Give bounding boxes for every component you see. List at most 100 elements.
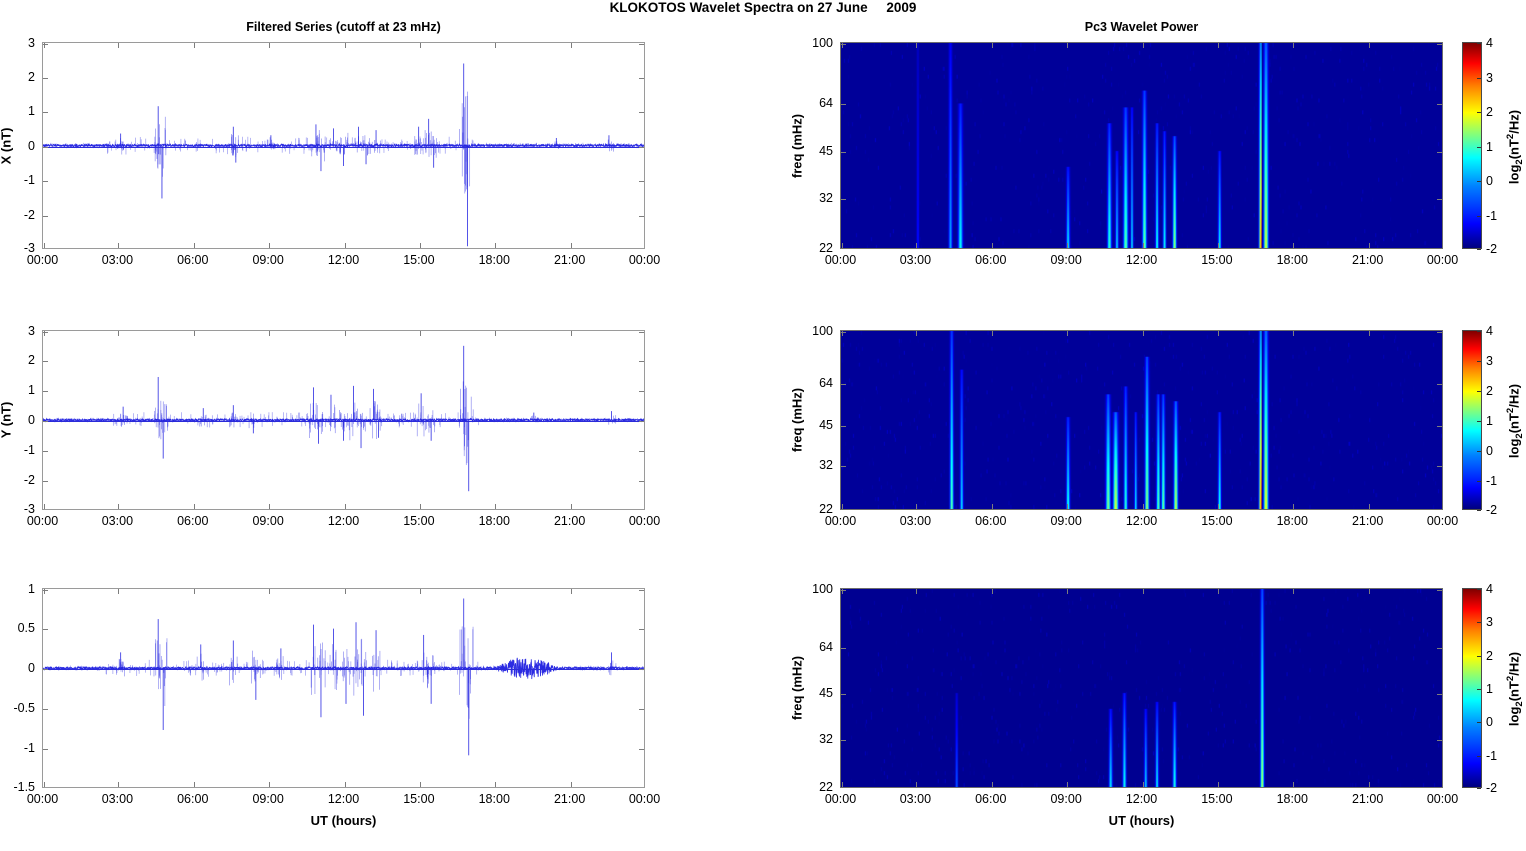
yaxis-title: freq (mHz)	[789, 387, 805, 453]
x-tick-mark	[1142, 331, 1144, 336]
x-tick-mark	[43, 589, 45, 594]
x-tick-mark	[1368, 43, 1370, 48]
y-tick-label: 32	[819, 190, 833, 205]
x-tick-label: 09:00	[1050, 253, 1082, 267]
y-tick-label: 100	[812, 582, 833, 596]
x-tick-label: 03:00	[899, 253, 932, 267]
x-tick-mark	[1217, 589, 1219, 594]
y-tick-label: 22	[819, 502, 833, 516]
y-tick-label: 3	[28, 324, 35, 338]
y-tick-mark	[639, 629, 644, 630]
x-tick-mark	[570, 331, 572, 336]
x-tick-mark	[1293, 331, 1295, 336]
colorbar-tick-mark	[1477, 77, 1481, 79]
y-tick-label: 1	[28, 582, 35, 596]
x-tick-mark	[118, 589, 120, 594]
x-tick-mark	[570, 782, 572, 787]
colorbar-tick-mark	[1477, 481, 1481, 482]
y-tick-mark	[43, 590, 48, 591]
colorbar-tick-mark	[1477, 181, 1481, 182]
x-tick-label: 18:00	[478, 253, 510, 267]
y-tick-mark	[43, 215, 48, 217]
y-tick-mark	[639, 215, 644, 217]
yaxis-title: Y (nT)	[0, 401, 14, 439]
y-tick-mark	[639, 361, 644, 362]
y-tick-label: 45	[819, 144, 833, 159]
colorbar-tick-label: 4	[1486, 324, 1493, 338]
y-tick-mark	[1437, 104, 1442, 105]
colorbar-tick-mark	[1477, 689, 1481, 690]
x-tick-mark	[344, 782, 346, 787]
colorbar-tick-mark	[1477, 510, 1481, 511]
x-tick-mark	[841, 504, 843, 509]
x-tick-label: 18:00	[1276, 253, 1308, 267]
x-tick-mark	[1142, 589, 1144, 594]
y-tick-label: -1	[23, 443, 35, 457]
y-tick-label: 45	[819, 417, 833, 432]
y-tick-mark	[1437, 152, 1442, 154]
panel-y-spectrogram: 00:00 03:00 06:00 09:00 12:00 15:00 18:00 21:00…	[790, 324, 1459, 528]
colorbar-tick-label: 4	[1486, 36, 1493, 50]
y-tick-mark	[841, 152, 846, 154]
y-tick-mark	[841, 104, 846, 105]
y-tick-mark	[639, 709, 644, 710]
x-tick-mark	[118, 331, 120, 336]
x-tick-label: 06:00	[975, 792, 1007, 806]
x-tick-mark	[344, 43, 346, 48]
x-tick-mark	[991, 43, 993, 48]
x-tick-mark	[1293, 504, 1295, 509]
x-tick-label: 21:00	[553, 514, 586, 528]
y-tick-mark	[43, 629, 48, 630]
colorbar-tick-label: 3	[1486, 70, 1493, 85]
x-tick-mark	[1142, 782, 1144, 787]
x-tick-label: 06:00	[975, 514, 1007, 528]
x-tick-label: 18:00	[478, 792, 510, 806]
xaxis-title-left: UT (hours)	[310, 813, 377, 828]
panel-z-timeseries: UT (hours) 00:00 03:00 06:00 09:00 12:00 15:0…	[13, 582, 660, 828]
x-tick-mark	[1368, 243, 1370, 248]
x-tick-mark	[495, 782, 497, 787]
colorbar-tick-label: 1	[1486, 139, 1493, 154]
x-tick-label: 18:00	[1276, 514, 1308, 528]
timeseries-trace	[43, 345, 644, 492]
x-tick-mark	[1067, 43, 1069, 48]
x-tick-mark	[269, 331, 271, 336]
x-tick-label: 12:00	[327, 253, 360, 267]
x-tick-label: 03:00	[899, 514, 932, 528]
x-tick-mark	[43, 504, 45, 509]
panel-z-spectrogram: UT (hours) 00:00 03:00 06:00 09:00 12:00 15:0…	[790, 582, 1459, 828]
y-tick-label: 0	[28, 138, 35, 153]
y-tick-mark	[639, 77, 644, 79]
x-tick-mark	[916, 589, 918, 594]
colorbar-title: log2(nT2/Hz)	[1505, 651, 1525, 727]
y-tick-mark	[841, 694, 846, 696]
y-tick-label: -0.5	[13, 701, 35, 715]
x-tick-mark	[118, 504, 120, 509]
x-tick-mark	[1368, 589, 1370, 594]
y-tick-label: 64	[819, 376, 833, 391]
x-tick-mark	[570, 43, 572, 48]
x-tick-label: 00:00	[824, 514, 857, 528]
x-tick-mark	[495, 504, 497, 509]
x-tick-mark	[916, 243, 918, 248]
y-tick-mark	[841, 384, 846, 386]
y-tick-label: 64	[819, 639, 833, 654]
y-tick-mark	[841, 466, 846, 468]
y-tick-label: 100	[812, 324, 833, 338]
y-tick-mark	[1437, 590, 1442, 591]
xaxis-title-right: UT (hours)	[1108, 813, 1175, 828]
colorbar-tick-label: -1	[1486, 474, 1498, 488]
colorbar-tick-mark	[1477, 655, 1481, 657]
y-tick-mark	[639, 332, 644, 333]
x-tick-label: 15:00	[1201, 514, 1233, 528]
x-tick-mark	[1217, 43, 1219, 48]
x-tick-label: 00:00	[628, 514, 661, 528]
y-tick-mark	[43, 669, 48, 670]
y-tick-label: 45	[819, 686, 833, 701]
timeseries-trace	[43, 63, 644, 247]
x-tick-label: 12:00	[1125, 514, 1158, 528]
x-tick-label: 15:00	[403, 514, 435, 528]
x-tick-mark	[841, 782, 843, 787]
colorbar-tick-mark	[1477, 451, 1481, 452]
y-tick-mark	[639, 112, 644, 113]
